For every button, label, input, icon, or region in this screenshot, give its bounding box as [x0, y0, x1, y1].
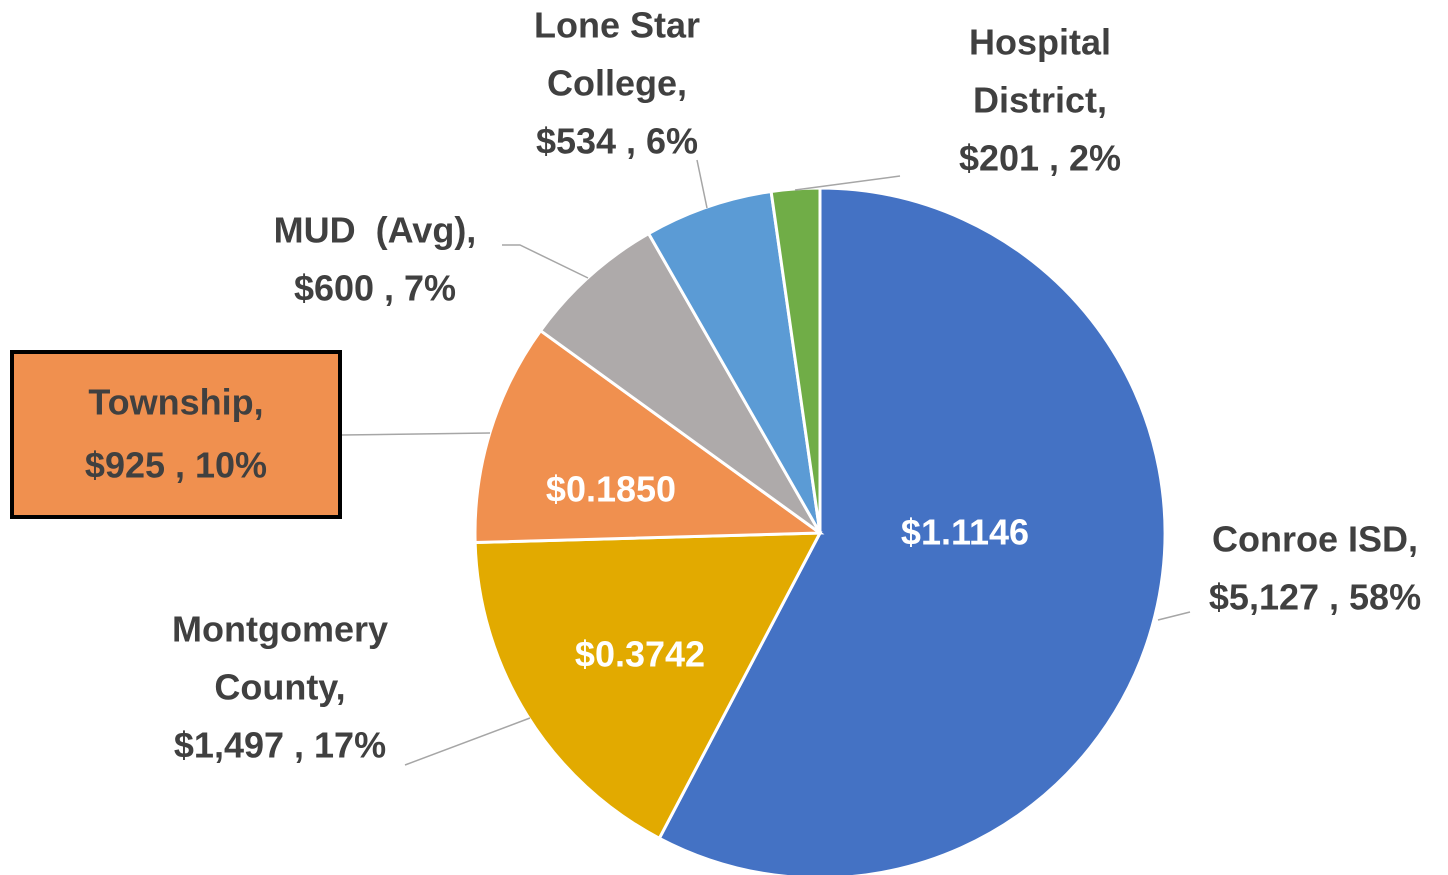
data-label: College,: [547, 63, 687, 104]
pie-slice: [657, 186, 1167, 875]
data-label: Conroe ISD,: [1212, 519, 1418, 560]
data-label: $534 , 6%: [536, 121, 698, 162]
pie-slice: [473, 531, 823, 841]
leader-line: [1157, 611, 1191, 621]
inner-label: $1.1146: [901, 512, 1029, 553]
highlight-box: [10, 350, 342, 519]
data-label: $925 , 10%: [85, 445, 267, 486]
data-label: County,: [214, 667, 345, 708]
data-label: $1,497 , 17%: [174, 725, 386, 766]
data-label: MUD (Avg),: [274, 210, 477, 251]
leader-line: [794, 175, 901, 191]
pie-slice: [538, 231, 822, 535]
inner-label: $0.1850: [546, 469, 676, 510]
data-label: Montgomery: [172, 609, 388, 650]
data-label: $5,127 , 58%: [1209, 577, 1421, 618]
labels: Conroe ISD, $5,127 , 58% Montgomery County,…: [85, 5, 1421, 766]
data-label: $201 , 2%: [959, 138, 1121, 179]
data-label: $600 , 7%: [294, 268, 456, 309]
data-label: Township,: [88, 382, 263, 423]
data-label: Lone Star: [534, 5, 700, 46]
data-label: District,: [973, 80, 1107, 121]
leader-line: [341, 432, 491, 436]
leader-line: [696, 159, 708, 209]
pie-slice: [473, 328, 825, 545]
pie-slice: [769, 186, 822, 534]
leader-line: [502, 244, 589, 279]
data-label: Hospital: [969, 22, 1111, 63]
slices: [473, 186, 1167, 875]
leader-line: [404, 717, 531, 766]
inner-label: $0.3742: [575, 634, 705, 675]
pie-slice: [646, 189, 822, 534]
